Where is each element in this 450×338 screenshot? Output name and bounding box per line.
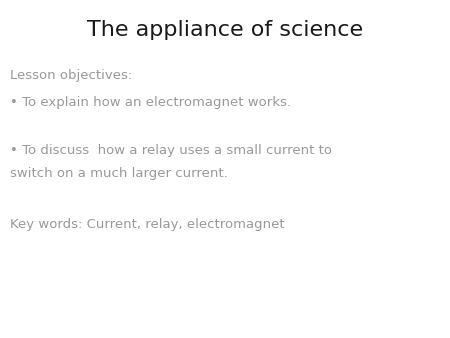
Text: • To discuss  how a relay uses a small current to: • To discuss how a relay uses a small cu… xyxy=(10,144,332,156)
Text: The appliance of science: The appliance of science xyxy=(87,20,363,40)
Text: • To explain how an electromagnet works.: • To explain how an electromagnet works. xyxy=(10,96,291,109)
Text: switch on a much larger current.: switch on a much larger current. xyxy=(10,167,228,180)
Text: Lesson objectives:: Lesson objectives: xyxy=(10,69,132,82)
Text: Key words: Current, relay, electromagnet: Key words: Current, relay, electromagnet xyxy=(10,218,284,231)
